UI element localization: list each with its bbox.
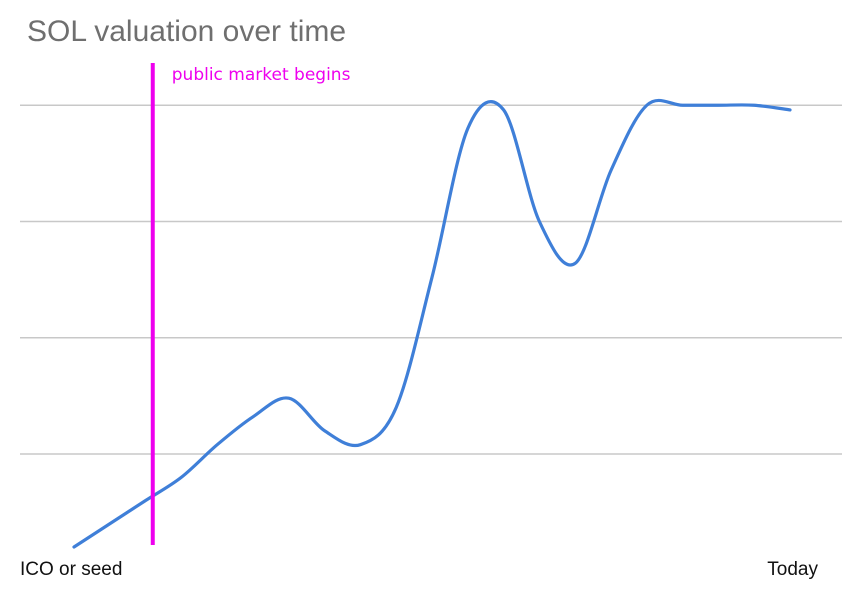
- public-market-label: public market begins: [172, 65, 351, 85]
- x-tick-label-end: Today: [767, 559, 818, 580]
- x-axis-ticks: ICO or seed Today: [20, 559, 818, 580]
- series-line: [72, 98, 792, 549]
- chart-title: SOL valuation over time: [27, 15, 347, 48]
- annotation-layer: public market begins: [150, 63, 351, 545]
- grid-lines: [20, 104, 842, 455]
- series-layer: [72, 98, 792, 549]
- x-tick-label-start: ICO or seed: [20, 559, 122, 580]
